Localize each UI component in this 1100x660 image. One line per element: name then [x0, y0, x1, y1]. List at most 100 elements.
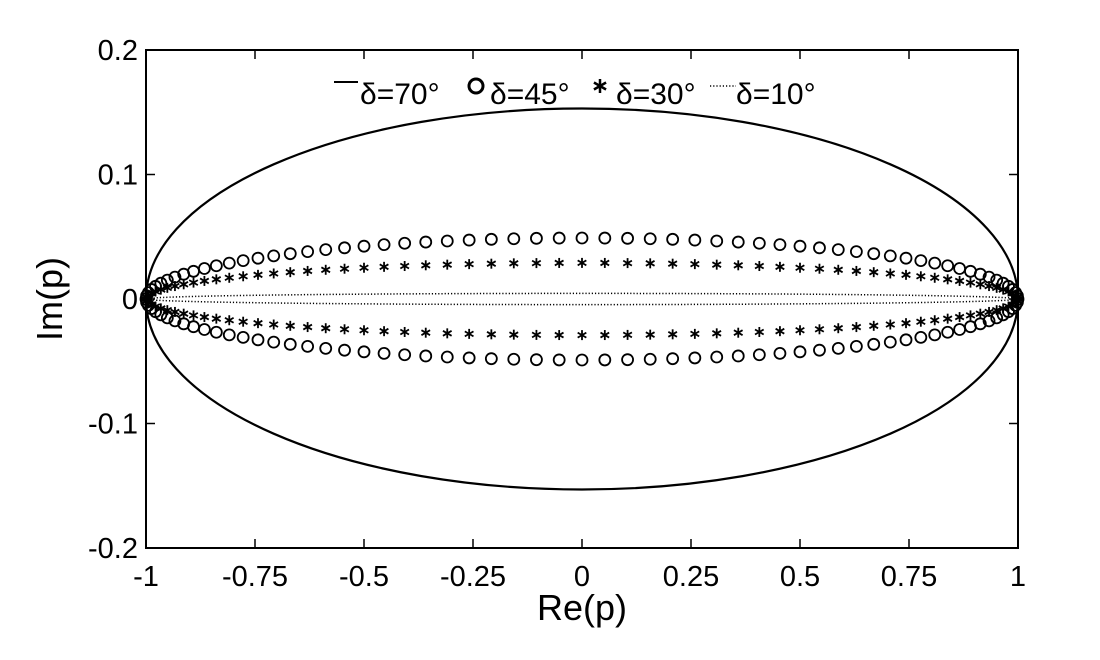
- series-delta-30-point: [690, 259, 700, 270]
- asterisk-stroke: [224, 274, 235, 282]
- data-marks: [139, 107, 1025, 491]
- asterisk-stroke: [851, 267, 862, 275]
- series-delta-45-point: [357, 239, 371, 253]
- series-delta-30-point: [711, 328, 722, 339]
- series-delta-30-point: [998, 284, 1008, 295]
- series-delta-45-point: [773, 238, 787, 252]
- series-delta-45-point: [710, 350, 724, 364]
- series-delta-30-point: [170, 281, 180, 292]
- y-tick-label: 0: [122, 284, 138, 316]
- asterisk-stroke: [156, 305, 166, 312]
- series-delta-45-point: [319, 243, 333, 257]
- legend-entry: δ=10°: [710, 78, 816, 111]
- x-tick-label: 0: [574, 561, 590, 593]
- series-delta-30-point: [998, 303, 1008, 314]
- series-delta-45-point: [301, 340, 315, 353]
- asterisk-stroke: [622, 331, 633, 339]
- asterisk-stroke: [399, 262, 410, 270]
- y-tick-label: 0.1: [98, 160, 138, 192]
- series-delta-45-point: [552, 353, 566, 367]
- series-delta-30-point: [622, 258, 633, 269]
- series-delta-45-point: [793, 345, 807, 359]
- asterisk-stroke: [531, 259, 542, 267]
- series-delta-30-point: [868, 267, 879, 278]
- series-delta-45-point: [731, 235, 745, 249]
- series-delta-30-point: [577, 330, 587, 341]
- asterisk-stroke: [156, 286, 166, 293]
- asterisk-stroke: [954, 277, 965, 285]
- series-delta-30-point: [359, 262, 369, 273]
- series-delta-30-point: [954, 275, 965, 286]
- series-delta-30-point: [690, 328, 700, 339]
- series-delta-30-point: [320, 323, 331, 334]
- series-delta-30-point: [211, 274, 222, 285]
- asterisk-stroke: [600, 259, 610, 267]
- series-delta-30-point: [916, 271, 926, 282]
- asterisk-stroke: [531, 331, 542, 339]
- asterisk-stroke: [754, 328, 765, 336]
- asterisk-stroke: [238, 318, 248, 326]
- series-delta-30-point: [464, 259, 474, 270]
- series-delta-30-point: [942, 313, 953, 324]
- series-delta-45-point: [209, 259, 223, 273]
- asterisk-stroke: [991, 306, 1002, 314]
- asterisk-stroke: [359, 264, 369, 272]
- asterisk-stroke: [600, 331, 610, 339]
- series-delta-30-point: [399, 261, 410, 272]
- series-delta-45-point: [941, 259, 955, 273]
- series-delta-45-point: [941, 325, 955, 339]
- series-delta-30-point: [399, 326, 410, 337]
- series-delta-45-point: [752, 236, 766, 250]
- series-delta-30-point: [814, 263, 825, 274]
- series-delta-30-point: [379, 261, 389, 272]
- asterisk-stroke: [170, 308, 180, 316]
- asterisk-stroke: [224, 316, 235, 324]
- series-delta-30-point: [901, 269, 911, 280]
- series-delta-30-point: [775, 261, 785, 272]
- asterisk-stroke: [320, 324, 331, 332]
- asterisk-stroke: [420, 262, 431, 269]
- series-delta-45-point: [338, 241, 351, 255]
- series-delta-30-point: [901, 318, 911, 329]
- asterisk-stroke: [577, 331, 587, 339]
- series-delta-30-point: [929, 315, 940, 326]
- series-delta-30-point: [795, 325, 805, 336]
- asterisk-stroke: [984, 308, 994, 316]
- legend-entry: δ=30°: [593, 78, 696, 111]
- series-delta-30-point: [509, 329, 519, 340]
- series-delta-45-point: [867, 337, 881, 351]
- series-delta-30-point: [984, 306, 994, 317]
- series-delta-30-point: [554, 257, 564, 268]
- series-delta-45-point: [621, 353, 634, 367]
- series-delta-30-point: [188, 310, 199, 321]
- series-delta-45-point: [236, 330, 250, 344]
- series-delta-45-point: [867, 247, 881, 261]
- series-delta-30-point: [711, 259, 722, 270]
- series-delta-45-point: [267, 335, 281, 349]
- series-delta-45-point: [899, 251, 913, 265]
- asterisk-stroke: [302, 323, 313, 331]
- asterisk-stroke: [379, 327, 389, 335]
- series-delta-45-point: [849, 245, 863, 258]
- series-delta-30-point: [929, 272, 940, 283]
- asterisk-stroke: [359, 326, 369, 334]
- series-delta-45-point: [752, 348, 766, 362]
- series-delta-45-point: [710, 234, 724, 248]
- asterisk-stroke: [302, 267, 313, 275]
- series-delta-45-point: [251, 333, 265, 347]
- asterisk-stroke: [379, 263, 389, 271]
- series-delta-45-point: [357, 345, 371, 359]
- series-delta-45-point: [209, 325, 223, 339]
- series-delta-45-point: [621, 231, 634, 245]
- series-delta-45-point: [883, 249, 897, 263]
- series-delta-30-point: [942, 274, 953, 285]
- series-delta-45-point: [928, 256, 942, 270]
- series-delta-30-point: [420, 327, 431, 338]
- series-delta-30-point: [1003, 301, 1014, 312]
- series-delta-45-point: [575, 353, 589, 367]
- y-axis: -0.2 -0.1 0 0.1 0.2: [88, 35, 1018, 565]
- asterisk-stroke: [965, 312, 976, 319]
- x-tick-label: -0.25: [440, 561, 506, 593]
- asterisk-stroke: [929, 274, 940, 282]
